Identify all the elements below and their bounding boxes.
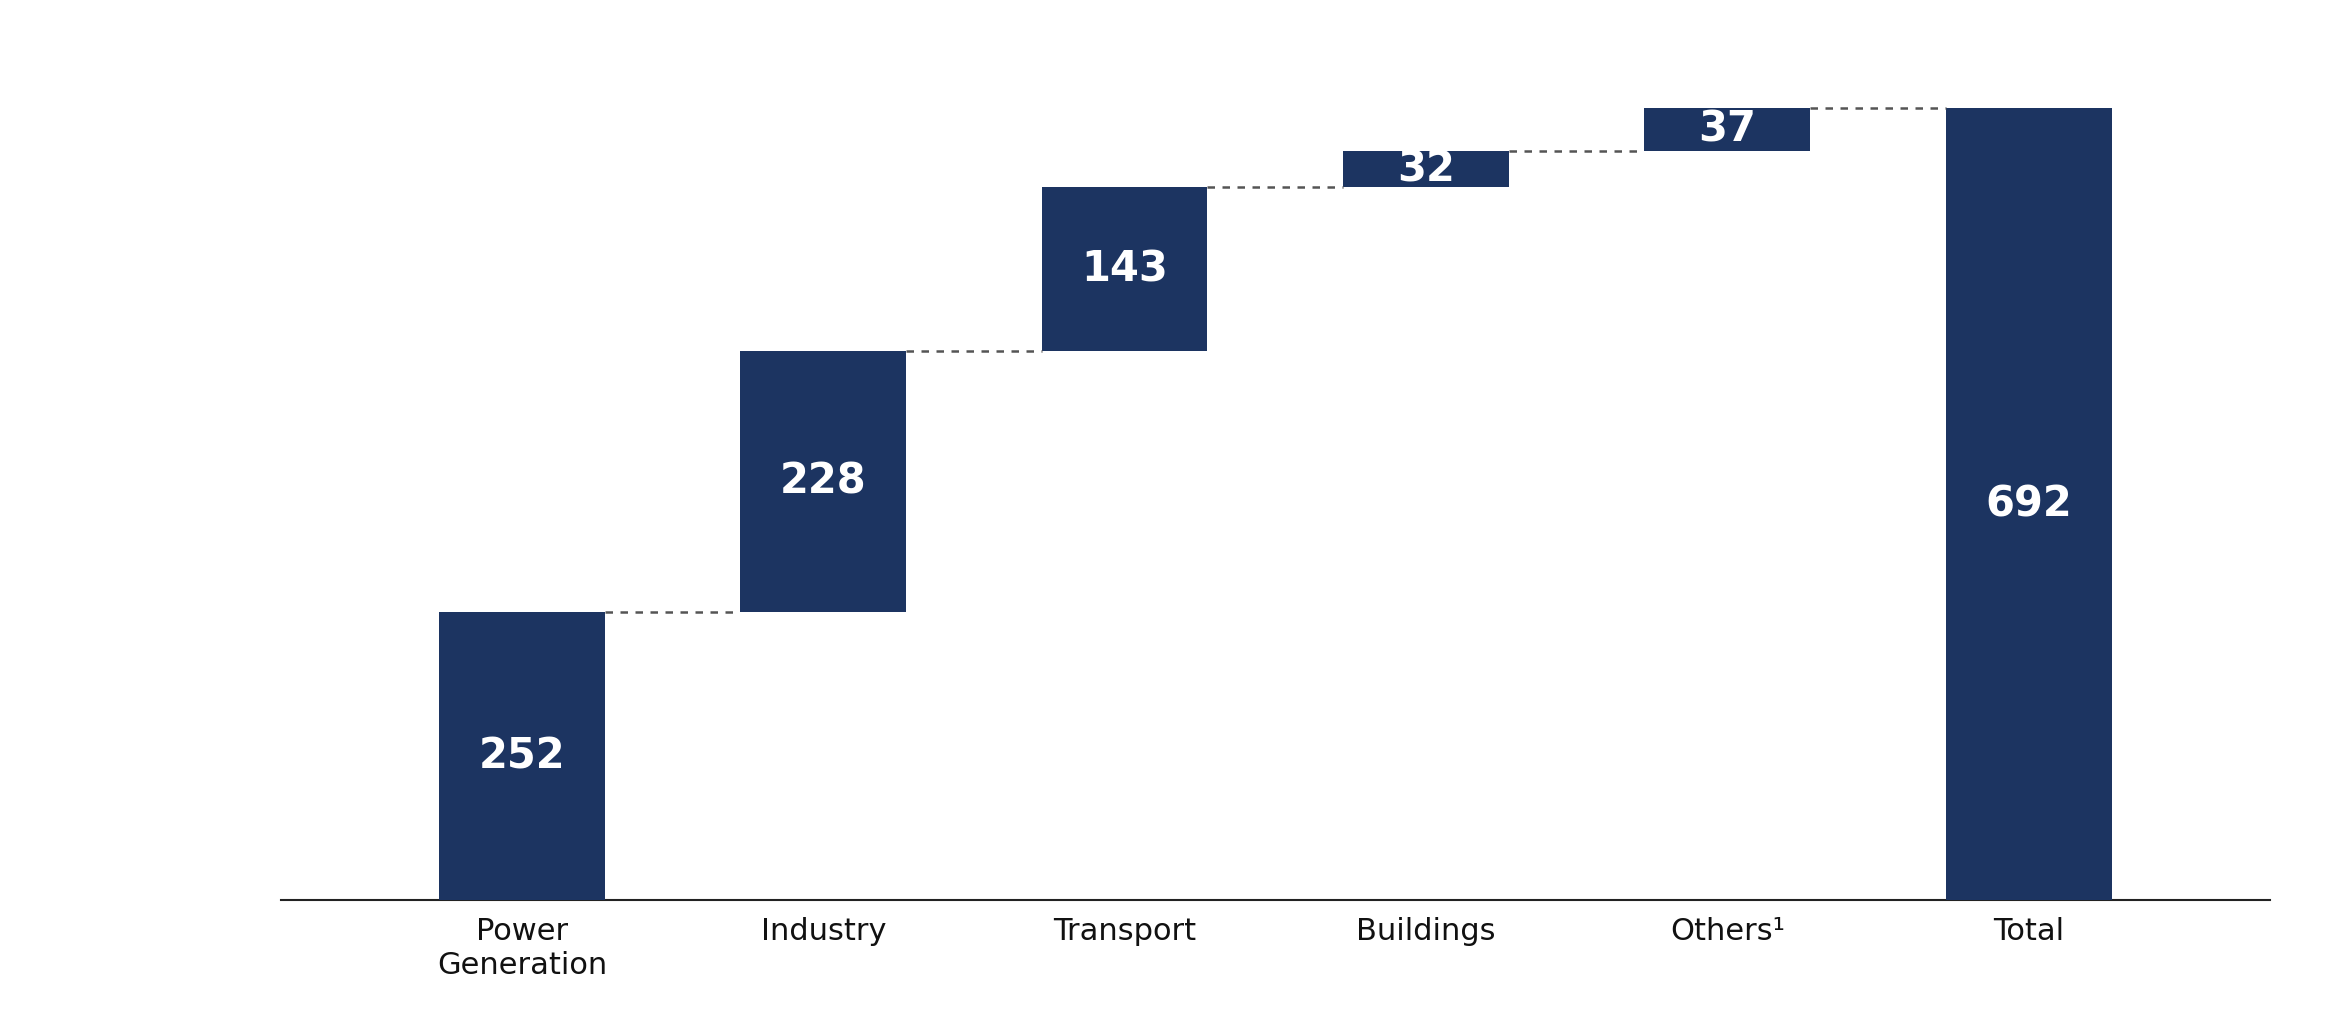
Text: 692: 692 [1984, 483, 2073, 526]
Text: 32: 32 [1397, 148, 1455, 190]
Text: 228: 228 [779, 460, 866, 502]
Bar [1343, 150, 1509, 187]
Bar [1645, 108, 1811, 150]
Text: 37: 37 [1699, 108, 1757, 150]
Bar [1947, 108, 2111, 900]
Text: 143: 143 [1081, 249, 1168, 291]
Bar [1041, 187, 1207, 351]
Bar [739, 351, 906, 612]
Bar [440, 612, 604, 900]
Text: 252: 252 [480, 736, 566, 777]
